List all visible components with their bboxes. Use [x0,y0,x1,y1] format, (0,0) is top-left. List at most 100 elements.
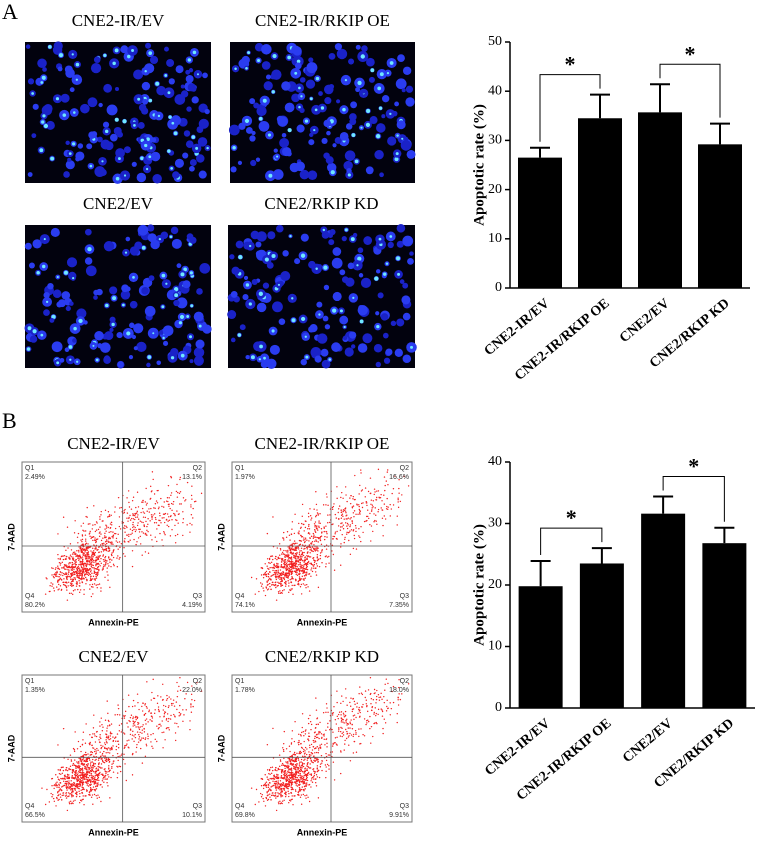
event-dot [105,540,107,543]
event-dot [170,698,172,700]
event-dot [296,569,299,571]
cell [357,247,364,254]
cell [106,104,118,116]
cell [104,141,114,151]
event-dot [268,582,271,585]
event-dot [79,585,81,587]
event-dot [162,506,165,508]
event-dot [91,551,93,553]
event-dot [292,566,294,568]
event-dot [305,558,307,560]
event-dot [64,584,66,586]
event-dot [336,530,338,533]
event-dot [78,802,81,804]
event-dot [310,535,313,538]
cell [402,235,414,247]
event-dot [104,544,106,546]
event-dot [92,524,94,526]
event-dot [87,753,89,755]
event-dot [91,528,93,530]
event-dot [295,555,297,557]
cell [60,93,70,103]
event-dot [318,522,320,524]
event-dot [288,582,290,584]
event-dot [272,569,274,572]
event-dot [315,567,317,569]
event-dot [133,740,135,743]
event-dot [78,781,81,783]
event-dot [68,592,71,595]
event-dot [72,791,74,793]
event-dot [365,723,367,726]
event-dot [304,537,307,539]
event-dot [61,794,63,797]
cell [42,67,47,72]
cell [396,223,406,233]
event-dot [58,588,60,590]
event-dot [98,556,100,558]
cell-core [383,272,387,276]
event-dot [93,561,95,564]
event-dot [104,557,106,559]
event-dot [125,779,128,782]
event-dot [157,728,160,730]
event-dot [332,523,334,525]
x-axis-label: Annexin-PE [297,617,348,627]
event-dot [111,542,113,544]
event-dot [129,729,132,731]
event-dot [94,759,96,761]
event-dot [352,697,355,700]
event-dot [65,568,67,571]
event-dot [308,556,311,558]
event-dot [303,759,305,761]
event-dot [315,709,318,711]
cell-core [126,331,131,336]
event-dot [281,551,284,554]
event-dot [364,496,366,498]
event-dot [87,571,89,574]
event-dot [154,516,157,519]
event-dot [176,681,178,684]
event-dot [104,778,106,780]
flow-plot [21,674,206,823]
event-dot [142,501,144,503]
event-dot [324,764,327,766]
event-dot [163,713,166,715]
event-dot [70,791,73,794]
event-dot [152,732,154,735]
event-dot [260,567,262,569]
event-dot [132,730,134,733]
event-dot [127,490,130,492]
cell [182,280,191,289]
event-dot [124,531,126,533]
event-dot [174,739,177,742]
event-dot [264,594,267,597]
event-dot [288,745,291,747]
event-dot [295,784,297,786]
event-dot [100,533,102,535]
panel-label: B [2,408,17,433]
event-dot [176,722,178,725]
event-dot [136,491,139,493]
event-dot [297,580,300,583]
event-dot [268,769,271,772]
event-dot [352,715,355,717]
event-dot [144,533,146,535]
cell [307,170,318,180]
event-dot [82,781,85,784]
cell-core [140,156,144,161]
event-dot [104,768,106,770]
event-dot [277,569,279,571]
event-dot [84,767,86,769]
event-dot [83,776,85,779]
event-dot [105,530,107,532]
event-dot [311,749,314,751]
event-dot [384,683,386,686]
event-dot [74,777,76,780]
event-dot [178,685,180,688]
event-dot [346,732,349,735]
event-dot [304,526,307,529]
event-dot [167,525,170,528]
event-dot [68,571,70,574]
event-dot [144,719,147,722]
